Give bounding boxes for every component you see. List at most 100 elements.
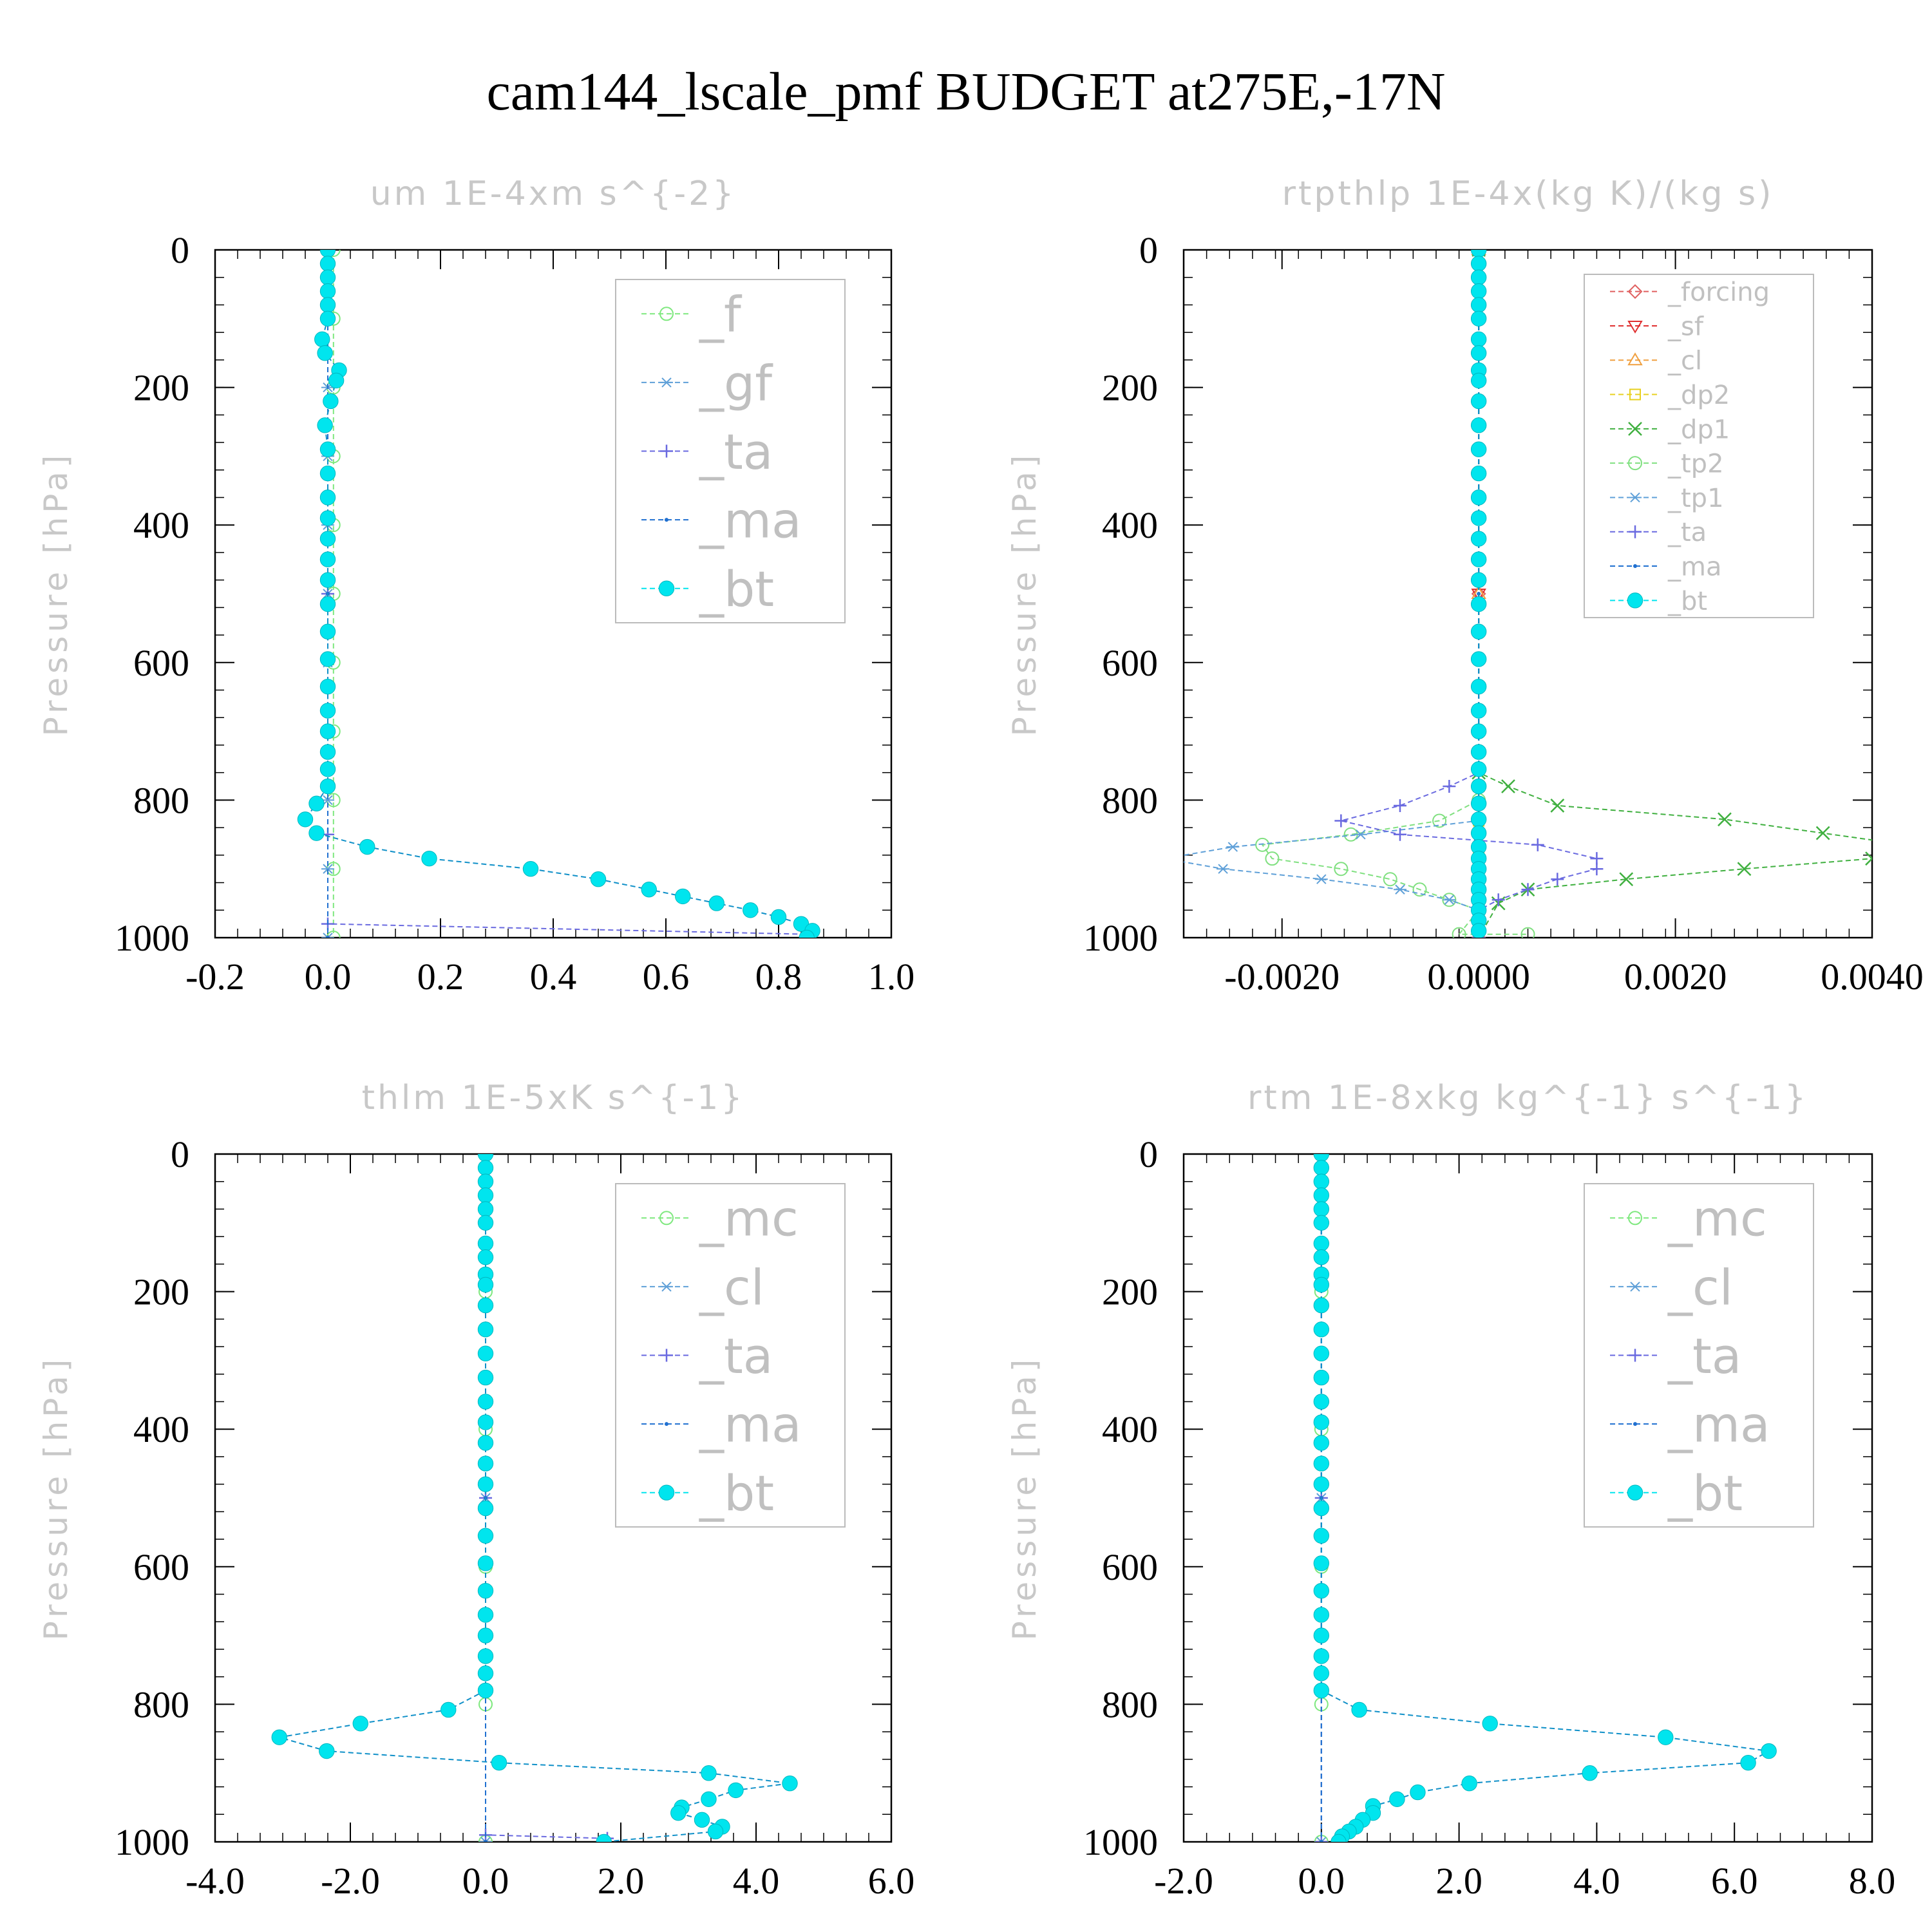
y-axis-label: Pressure [hPa] [1006, 451, 1043, 737]
x-tick-label: 1.0 [868, 956, 915, 998]
data-point-bt [319, 256, 336, 272]
y-tick-label: 200 [133, 1271, 189, 1313]
data-point-bt [477, 1665, 494, 1681]
y-axis-label: Pressure [hPa] [1006, 1356, 1043, 1641]
y-tick-label: 400 [133, 1408, 189, 1450]
x-tick-label: 0.6 [643, 956, 690, 998]
panel-title: um 1E-4xm s^{-2} [370, 175, 737, 213]
data-point-tp1 [1443, 895, 1456, 905]
data-point-bt [701, 1765, 717, 1781]
data-point-bt [314, 331, 330, 348]
data-point-tp2 [1452, 927, 1466, 938]
legend-label-ma: _ma [1667, 552, 1721, 582]
data-point-bt [477, 1215, 494, 1231]
x-tick-label: -4.0 [185, 1860, 245, 1902]
data-point-bt [1389, 1791, 1405, 1807]
data-point-bt [1461, 1776, 1477, 1792]
panel-title: rtm 1E-8xkg kg^{-1} s^{-1} [1247, 1079, 1808, 1117]
data-point-bt [477, 1173, 494, 1189]
legend-label-ma: _ma [1667, 1396, 1770, 1453]
legend-label-dp1: _dp1 [1667, 415, 1730, 444]
data-point-bt [319, 283, 336, 299]
data-point-ma [484, 1840, 488, 1842]
data-point-bt [1313, 1249, 1330, 1265]
data-point-bt [596, 1833, 612, 1842]
data-point-bt [1313, 1435, 1330, 1451]
data-point-tp1 [1157, 854, 1170, 863]
legend-marker-ta [1629, 1349, 1642, 1362]
data-point-ta [1393, 828, 1406, 841]
data-point-bt [1313, 1455, 1330, 1472]
legend-label-cl: _cl [699, 1258, 764, 1316]
series-layer [297, 250, 820, 938]
data-point-bt [477, 1500, 494, 1517]
data-point-bt [1470, 465, 1487, 482]
y-tick-label: 800 [1102, 779, 1158, 821]
x-tick-label: 4.0 [1573, 1860, 1620, 1902]
data-point-bt [308, 825, 325, 841]
legend-label-ma: _ma [699, 491, 802, 549]
data-point-bt [319, 531, 336, 547]
y-tick-label: 400 [133, 504, 189, 546]
data-point-bt [477, 1607, 494, 1623]
data-point-bt [1470, 923, 1487, 938]
legend-marker-bt [658, 580, 675, 596]
chart-panel-4: rtm 1E-8xkg kg^{-1} s^{-1} Pressure [hPa]… [1006, 1079, 1895, 1902]
series-layer [1313, 1154, 1777, 1842]
data-point-bt [319, 744, 336, 760]
data-point-bt [319, 778, 336, 795]
x-tick-label: 6.0 [1711, 1860, 1758, 1902]
y-tick-label: 0 [171, 1133, 189, 1175]
data-point-ma [326, 936, 330, 938]
legend-label-mc: _mc [1667, 1190, 1767, 1247]
data-point-tp1 [1217, 864, 1230, 874]
data-point-dp1 [1865, 851, 1872, 866]
legend-marker-bt [1627, 592, 1643, 609]
y-tick-label: 600 [133, 1546, 189, 1588]
x-tick-label: -0.2 [185, 956, 245, 998]
legend-marker-tp2 [1628, 456, 1642, 471]
data-point-bt [1313, 1345, 1330, 1361]
data-point-bt [477, 1160, 494, 1176]
data-point-bt [1313, 1235, 1330, 1252]
data-point-bt [319, 489, 336, 506]
legend-marker-dp2 [1629, 388, 1641, 401]
data-point-bt [477, 1455, 494, 1472]
y-tick-label: 600 [1102, 1546, 1158, 1588]
data-point-bt [1470, 678, 1487, 695]
x-tick-label: 0.2 [417, 956, 464, 998]
x-tick-label: 0.0 [462, 1860, 509, 1902]
data-point-bt [1470, 489, 1487, 506]
data-point-bt [1313, 1555, 1330, 1571]
data-point-bt [477, 1345, 494, 1361]
data-point-bt [1470, 572, 1487, 588]
y-tick-label: 0 [1139, 1133, 1158, 1175]
y-tick-label: 1000 [1083, 1821, 1158, 1863]
data-point-bt [770, 909, 787, 925]
legend: _mc _cl _ta _ma _bt [615, 1183, 846, 1528]
figure-title: cam144_lscale_pmf BUDGET at275E,-17N [486, 62, 1445, 122]
data-point-bt [675, 888, 691, 905]
data-point-bt [319, 723, 336, 739]
data-point-bt [1470, 269, 1487, 285]
data-point-bt [328, 372, 345, 389]
data-point-ta [1443, 780, 1456, 793]
data-point-bt [421, 850, 437, 867]
data-point-f [326, 931, 341, 938]
data-point-bt [477, 1682, 494, 1699]
x-tick-label: 0.0020 [1624, 956, 1727, 998]
legend-marker-mc [659, 1211, 674, 1226]
data-point-bt [1470, 297, 1487, 313]
data-point-bt [522, 861, 539, 877]
data-point-bt [707, 1823, 724, 1840]
data-point-bt [477, 1555, 494, 1571]
legend-marker-ma [1633, 564, 1637, 569]
panel-title: thlm 1E-5xK s^{-1} [362, 1079, 745, 1117]
legend-marker-cl [1627, 352, 1643, 366]
panel-title: rtpthlp 1E-4x(kg K)/(kg s) [1282, 175, 1774, 213]
data-point-bt [319, 297, 336, 313]
data-point-bt [1470, 256, 1487, 272]
data-point-bt [1470, 651, 1487, 667]
data-point-bt [319, 269, 336, 285]
